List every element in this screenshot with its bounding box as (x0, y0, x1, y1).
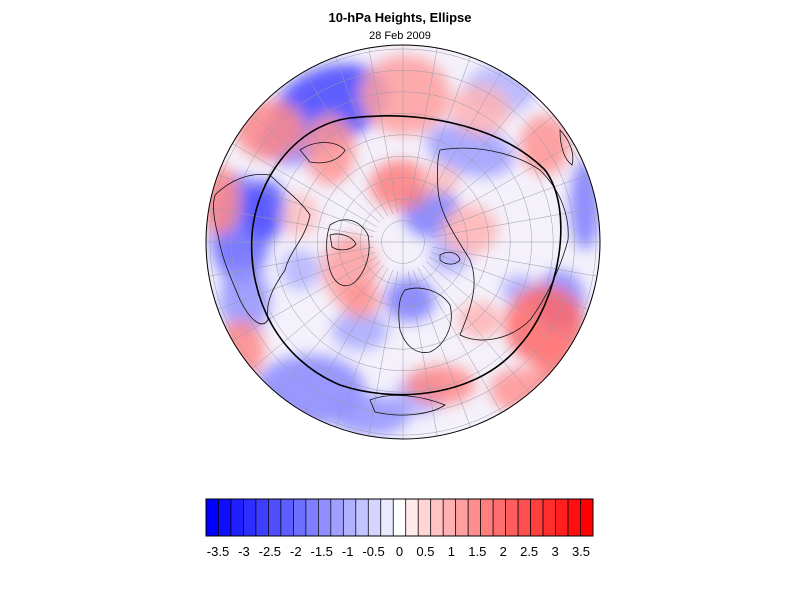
colorbar-box (567, 498, 581, 537)
map-title: 10-hPa Heights, Ellipse (328, 10, 472, 25)
colorbar-boxes (205, 498, 594, 537)
colorbar-box (392, 498, 407, 537)
colorbar-box (230, 498, 244, 537)
vortex-ellipse (250, 115, 562, 396)
colorbar-box (218, 498, 232, 537)
colorbar-box (280, 498, 294, 537)
colorbar-box (305, 498, 319, 537)
colorbar-box (530, 498, 544, 537)
colorbar-box (542, 498, 556, 537)
colorbar-box (205, 498, 219, 537)
colorbar-box (555, 498, 569, 537)
colorbar-box (355, 498, 369, 537)
colorbar-box (505, 498, 519, 537)
coastlines (213, 129, 574, 416)
map-subtitle: 28 Feb 2009 (369, 30, 431, 42)
colorbar-tick-label: 2.5 (520, 544, 538, 559)
colorbar-box (455, 498, 469, 537)
colorbar-box (318, 498, 332, 537)
colorbar-tick-label: -1.5 (311, 544, 333, 559)
colorbar-tick-label: 3 (551, 544, 558, 559)
colorbar-labels: -3.5 -3 -2.5 -2 -1.5 -1 -0.5 0 0.5 1 1.5 2 2.5 3 3.5 (207, 544, 590, 559)
colorbar-box (467, 498, 481, 537)
colorbar-tick-label: -2 (290, 544, 302, 559)
colorbar-tick-label: 0 (396, 544, 403, 559)
colorbar-box (430, 498, 444, 537)
colorbar-box (580, 498, 594, 537)
colorbar-box (330, 498, 344, 537)
colorbar-box (243, 498, 257, 537)
colorbar-box (342, 498, 357, 537)
colorbar-box (492, 498, 506, 537)
colorbar-tick-label: -3 (238, 544, 250, 559)
colorbar-tick-label: -0.5 (362, 544, 384, 559)
colorbar-box (293, 498, 307, 537)
colorbar-tick-label: -3.5 (207, 544, 229, 559)
colorbar-box (367, 498, 382, 537)
colorbar-tick-label: 1 (448, 544, 455, 559)
colorbar-tick-label: 0.5 (416, 544, 434, 559)
colorbar-box (268, 498, 282, 537)
colorbar-tick-label: 1.5 (468, 544, 486, 559)
colorbar-box (417, 498, 432, 537)
anomaly-field (206, 45, 600, 439)
colorbar-box (480, 498, 494, 537)
colorbar-box (517, 498, 531, 537)
colorbar-box (255, 498, 269, 537)
colorbar-tick-label: -2.5 (259, 544, 281, 559)
colorbar-box (380, 498, 394, 537)
colorbar-box (442, 498, 457, 537)
colorbar-tick-label: 3.5 (572, 544, 590, 559)
colorbar-tick-label: 2 (500, 544, 507, 559)
colorbar-frame (205, 498, 594, 537)
map-boundary (205, 44, 601, 440)
colorbar-tick-label: -1 (342, 544, 354, 559)
polar-map (205, 44, 601, 440)
graticule (206, 45, 600, 439)
colorbar-box (405, 498, 419, 537)
